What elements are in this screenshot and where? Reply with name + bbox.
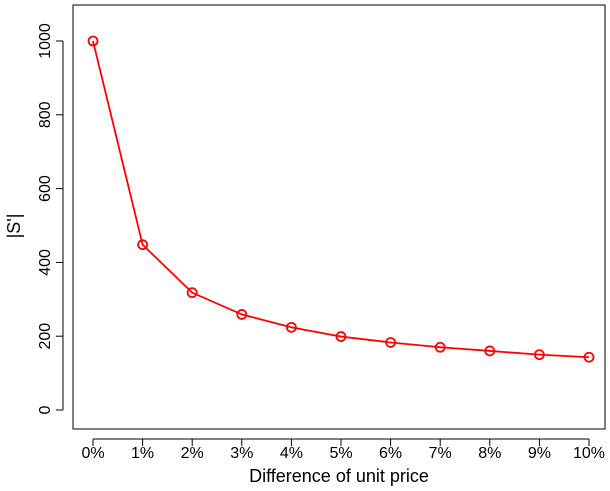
x-axis: 0% 1% 2% 3% 4% 5% 6% 7% 8% 9% 10% xyxy=(81,438,605,462)
data-point xyxy=(87,35,99,47)
data-point xyxy=(285,321,297,333)
data-point xyxy=(385,337,397,348)
data-point xyxy=(534,349,545,361)
y-axis: 0 200 400 600 800 1000 xyxy=(37,23,64,414)
series-line xyxy=(92,40,590,359)
y-tick-label: 200 xyxy=(37,323,54,350)
x-tick-label: 0% xyxy=(81,445,104,462)
series-layer xyxy=(87,35,595,363)
x-tick-label: 10% xyxy=(573,445,605,462)
x-tick-label: 9% xyxy=(528,445,551,462)
y-tick-label: 0 xyxy=(37,405,54,414)
data-point xyxy=(236,309,248,320)
data-point xyxy=(335,331,347,342)
data-point xyxy=(484,345,496,357)
data-point xyxy=(186,287,198,299)
y-tick-label: 400 xyxy=(37,249,54,276)
x-tick-label: 2% xyxy=(181,445,204,462)
data-point xyxy=(583,351,595,363)
x-tick-label: 8% xyxy=(478,445,501,462)
x-tick-label: 1% xyxy=(131,445,154,462)
x-tick-label: 5% xyxy=(329,445,352,462)
x-tick-label: 7% xyxy=(429,445,452,462)
y-axis-title: |S'| xyxy=(4,214,24,239)
y-tick-label: 1000 xyxy=(37,23,54,59)
y-tick-label: 800 xyxy=(37,101,54,128)
data-point xyxy=(434,341,446,353)
x-tick-label: 4% xyxy=(280,445,303,462)
data-point xyxy=(137,239,149,251)
x-tick-label: 6% xyxy=(379,445,402,462)
y-tick-label: 600 xyxy=(37,175,54,202)
plot-frame xyxy=(72,4,606,430)
x-tick-label: 3% xyxy=(230,445,253,462)
x-axis-title: Difference of unit price xyxy=(249,466,429,486)
